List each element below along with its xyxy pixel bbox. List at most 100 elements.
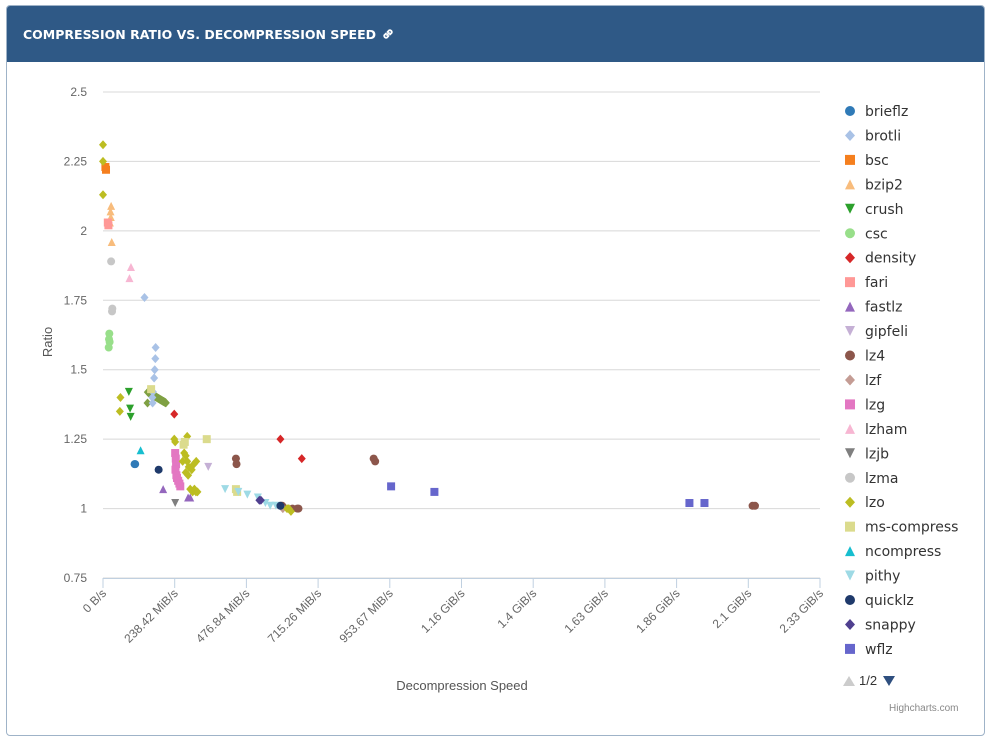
legend-marker-lzf[interactable] — [845, 374, 855, 386]
legend-item-density[interactable]: density — [865, 251, 916, 267]
point-lzo[interactable] — [99, 140, 107, 150]
legend-item-quicklz[interactable]: quicklz — [865, 593, 914, 609]
point-brotli[interactable] — [148, 392, 157, 402]
point-lzo[interactable] — [99, 156, 107, 166]
legend-marker-density[interactable] — [845, 252, 855, 264]
legend-marker-bsc[interactable] — [845, 154, 855, 165]
legend-item-brotli[interactable]: brotli — [865, 128, 901, 144]
triangle-down-icon[interactable] — [883, 676, 895, 686]
legend-item-fastlz[interactable]: fastlz — [865, 300, 903, 316]
legend-item-fari[interactable]: fari — [865, 275, 888, 291]
legend-marker-lzo[interactable] — [845, 496, 855, 508]
point-quicklz[interactable] — [154, 465, 163, 474]
point-wflz[interactable] — [700, 499, 709, 508]
legend-marker-ncompress[interactable] — [845, 546, 855, 557]
legend-marker-brieflz[interactable] — [845, 106, 855, 116]
point-lzg[interactable] — [172, 460, 181, 469]
point-pithy[interactable] — [221, 485, 230, 494]
point-wflz[interactable] — [387, 482, 396, 491]
legend-marker-bzip2[interactable] — [845, 179, 855, 190]
legend-marker-gipfeli[interactable] — [845, 326, 855, 337]
legend-marker-pithy[interactable] — [845, 570, 855, 581]
legend-item-lzf[interactable]: lzf — [865, 373, 882, 389]
point-lzma[interactable] — [108, 307, 117, 316]
point-lzo[interactable] — [193, 487, 202, 497]
legend-item-lzo[interactable]: lzo — [865, 495, 885, 511]
point-ncompress[interactable] — [136, 446, 145, 455]
legend-item-ncompress[interactable]: ncompress — [865, 544, 941, 560]
point-csc[interactable] — [104, 343, 113, 352]
point-lz4[interactable] — [371, 457, 380, 466]
point-lz4[interactable] — [750, 501, 759, 510]
legend-marker-csc[interactable] — [845, 228, 855, 239]
point-ms-compress[interactable] — [202, 435, 211, 444]
point-lzham[interactable] — [126, 262, 135, 271]
legend-marker-lzma[interactable] — [845, 472, 855, 483]
point-bzip2[interactable] — [106, 207, 115, 216]
point-lzg[interactable] — [171, 449, 180, 458]
legend-item-lzma[interactable]: lzma — [865, 471, 898, 487]
point-lzo[interactable] — [286, 506, 295, 516]
point-quicklz[interactable] — [276, 501, 285, 510]
point-bsc[interactable] — [102, 165, 111, 174]
point-pithy[interactable] — [243, 490, 252, 499]
point-crush[interactable] — [124, 387, 133, 396]
point-fari[interactable] — [104, 221, 113, 230]
point-lzg[interactable] — [171, 454, 180, 463]
legend-marker-lzjb[interactable] — [845, 448, 855, 459]
point-lzham[interactable] — [125, 274, 134, 283]
point-density[interactable] — [297, 454, 306, 464]
point-lzjb[interactable] — [171, 499, 180, 508]
point-lzg[interactable] — [176, 482, 185, 491]
legend-marker-ms-compress[interactable] — [845, 521, 855, 532]
legend-item-lzham[interactable]: lzham — [865, 422, 907, 438]
point-snappy[interactable] — [256, 495, 265, 505]
point-fastlz[interactable] — [159, 485, 168, 494]
point-pithy[interactable] — [234, 487, 243, 496]
legend-marker-snappy[interactable] — [845, 618, 855, 630]
point-crush[interactable] — [126, 404, 135, 413]
legend-item-brieflz[interactable]: brieflz — [865, 104, 908, 120]
point-brotli[interactable] — [151, 342, 160, 352]
point-ms-compress[interactable] — [147, 385, 156, 394]
point-bzip2[interactable] — [107, 237, 116, 246]
point-lzo[interactable] — [184, 470, 193, 480]
point-ms-compress[interactable] — [179, 440, 188, 449]
legend-marker-fastlz[interactable] — [845, 301, 855, 312]
point-lzg[interactable] — [171, 465, 180, 474]
point-brotli[interactable] — [140, 293, 149, 303]
point-wflz[interactable] — [685, 499, 694, 508]
legend-item-pithy[interactable]: pithy — [865, 569, 900, 585]
point-lzo[interactable] — [99, 190, 107, 200]
point-bzip2[interactable] — [107, 201, 116, 210]
point-wflz[interactable] — [430, 487, 439, 496]
legend-marker-quicklz[interactable] — [845, 595, 855, 605]
point-brotli[interactable] — [148, 398, 157, 408]
link-icon[interactable] — [381, 27, 395, 41]
point-lzo[interactable] — [116, 392, 125, 402]
legend-item-snappy[interactable]: snappy — [865, 617, 916, 633]
point-brotli[interactable] — [150, 365, 159, 375]
point-density[interactable] — [170, 409, 179, 419]
legend-item-bzip2[interactable]: bzip2 — [865, 177, 903, 193]
legend-marker-lzham[interactable] — [845, 423, 855, 434]
point-lz4[interactable] — [232, 460, 241, 469]
point-gipfeli[interactable] — [204, 462, 213, 471]
legend-item-csc[interactable]: csc — [865, 226, 888, 242]
point-lzo[interactable] — [171, 437, 180, 447]
point-lzo[interactable] — [178, 456, 187, 466]
legend-item-lz4[interactable]: lz4 — [865, 349, 885, 365]
point-lzo-cluster[interactable] — [157, 395, 166, 405]
legend-item-bsc[interactable]: bsc — [865, 153, 889, 169]
legend-marker-lzg[interactable] — [845, 399, 855, 410]
point-fastlz[interactable] — [186, 493, 195, 502]
point-brieflz[interactable] — [131, 460, 140, 469]
legend-marker-wflz[interactable] — [845, 643, 855, 654]
legend-item-ms-compress[interactable]: ms-compress — [865, 520, 958, 536]
legend-marker-lz4[interactable] — [845, 350, 855, 361]
point-brotli[interactable] — [151, 354, 160, 364]
point-density[interactable] — [276, 434, 285, 444]
point-lzo-cluster[interactable] — [143, 398, 152, 408]
triangle-up-icon[interactable] — [843, 676, 855, 686]
point-lzma[interactable] — [107, 257, 116, 266]
